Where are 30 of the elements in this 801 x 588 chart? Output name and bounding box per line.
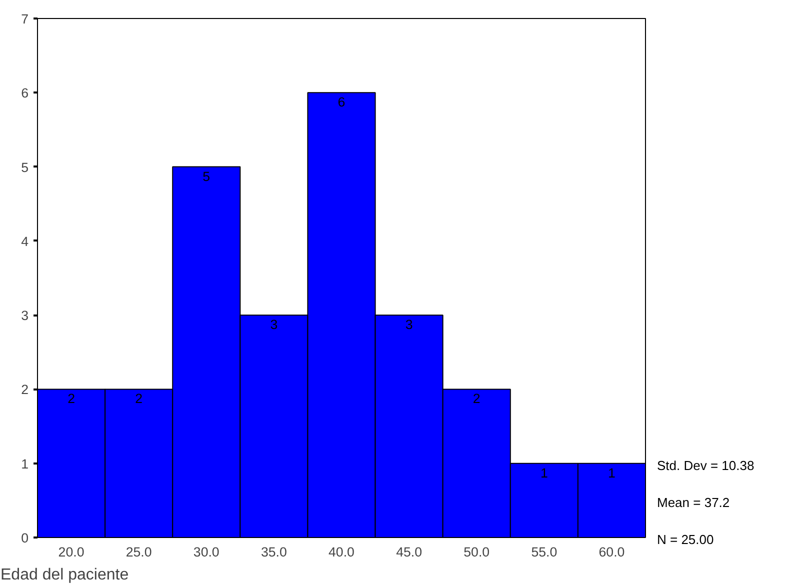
data-label: 6 (338, 94, 346, 110)
y-tick-label: 7 (21, 12, 29, 26)
x-tick-label: 35.0 (260, 544, 287, 560)
data-label: 1 (540, 465, 548, 480)
y-tick-label: 3 (21, 308, 29, 324)
data-label: 2 (472, 391, 480, 406)
data-label: 3 (270, 317, 278, 332)
text: Std. Dev = 10.38 (657, 457, 754, 475)
x-tick-label: 30.0 (193, 544, 220, 560)
x-tick-label: 40.0 (328, 544, 354, 560)
x-tick-label: 55.0 (531, 544, 558, 560)
y-tick-label: 4 (21, 234, 30, 249)
x-tick-label: 20.0 (58, 544, 84, 560)
y-tick-label: 6 (21, 86, 29, 101)
y-tick-label: 0 (21, 530, 29, 546)
x-tick-label: 45.0 (396, 544, 422, 560)
data-label: 3 (405, 317, 413, 332)
y-tick-label: 1 (21, 456, 29, 472)
text: N = 25.00 (657, 531, 714, 549)
x-tick-label: 60.0 (598, 544, 625, 560)
y-tick-label: 2 (21, 382, 29, 398)
x-axis-title: Edad del paciente (0, 566, 129, 584)
y-tick-label: 5 (21, 160, 29, 175)
data-label: 5 (202, 168, 210, 184)
data-label: 2 (68, 391, 75, 406)
data-label: 2 (135, 391, 143, 406)
x-tick-label: 50.0 (464, 544, 490, 560)
data-label: 1 (608, 465, 616, 480)
text: Mean = 37.2 (657, 494, 730, 512)
x-tick-label: 25.0 (126, 544, 152, 560)
